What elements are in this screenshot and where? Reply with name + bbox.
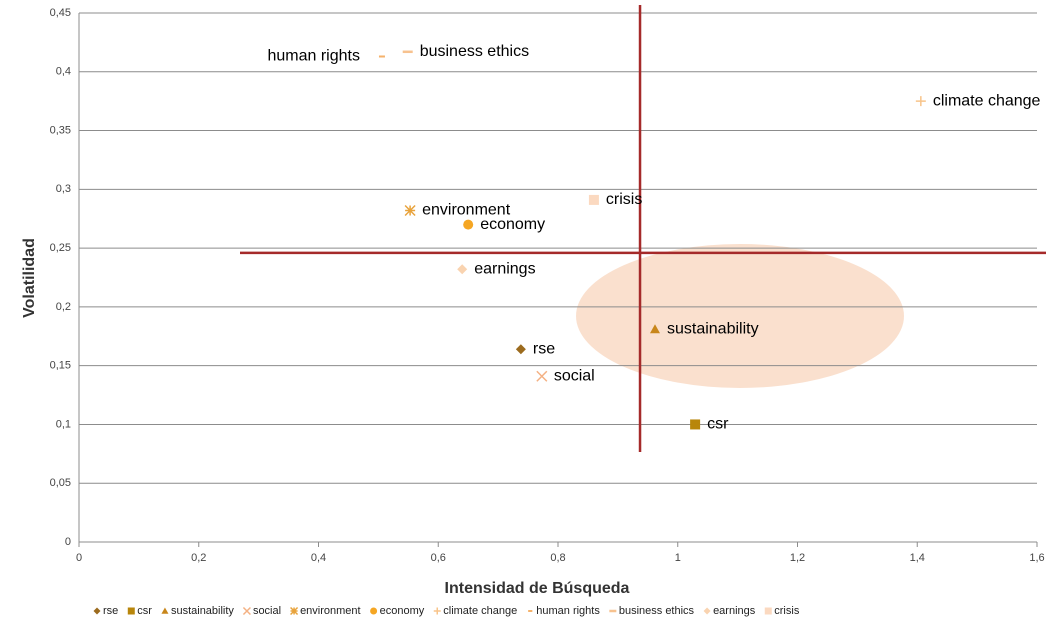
legend-label: crisis <box>774 605 800 617</box>
x-tick-label: 1,2 <box>790 552 805 564</box>
point-label: earnings <box>474 260 535 277</box>
x-tick-label: 0,6 <box>431 552 446 564</box>
y-tick-label: 0,45 <box>50 7 71 19</box>
y-tick-label: 0,2 <box>56 301 71 313</box>
marker <box>161 607 169 614</box>
marker <box>457 264 468 275</box>
legend-label: economy <box>380 605 425 617</box>
y-tick-label: 0,05 <box>50 477 71 489</box>
marker <box>242 606 251 616</box>
marker <box>404 204 416 217</box>
legend-label: csr <box>137 605 152 617</box>
legend-label: earnings <box>713 605 756 617</box>
legend-label: social <box>253 605 281 617</box>
legend-label: climate change <box>443 605 517 617</box>
point-label: human rights <box>267 48 360 65</box>
marker <box>588 194 599 205</box>
marker <box>290 606 299 616</box>
point-label: environment <box>422 202 511 219</box>
point-label: rse <box>533 340 555 357</box>
x-tick-label: 0 <box>76 552 82 564</box>
y-tick-label: 0,4 <box>56 66 71 78</box>
marker <box>370 607 378 615</box>
marker <box>515 344 526 355</box>
x-tick-label: 0,8 <box>550 552 565 564</box>
marker <box>536 370 548 382</box>
y-tick-label: 0,3 <box>56 183 71 195</box>
x-axis-title: Intensidad de Búsqueda <box>445 580 630 597</box>
marker <box>764 607 772 615</box>
point-label: crisis <box>606 191 642 208</box>
x-tick-label: 0,2 <box>191 552 206 564</box>
y-tick-label: 0 <box>65 536 71 548</box>
y-tick-label: 0,25 <box>50 242 71 254</box>
marker <box>649 324 660 334</box>
legend-label: human rights <box>536 605 600 617</box>
marker <box>690 419 701 430</box>
marker <box>93 607 101 615</box>
y-tick-label: 0,35 <box>50 124 71 136</box>
legend-label: sustainability <box>171 605 234 617</box>
point-label: sustainability <box>667 320 759 337</box>
point-label: csr <box>707 416 729 433</box>
y-tick-label: 0,15 <box>50 360 71 372</box>
y-axis-title: Volatilidad <box>21 238 38 318</box>
legend-label: environment <box>300 605 361 617</box>
point-label: business ethics <box>420 43 529 60</box>
x-tick-label: 0,4 <box>311 552 326 564</box>
y-tick-label: 0,1 <box>56 418 71 430</box>
marker <box>127 607 135 615</box>
x-tick-label: 1,6 <box>1029 552 1044 564</box>
marker <box>703 607 711 615</box>
x-tick-label: 1 <box>675 552 681 564</box>
legend-label: rse <box>103 605 118 617</box>
point-label: climate change <box>933 92 1041 109</box>
marker <box>915 96 926 107</box>
marker <box>433 607 441 615</box>
legend-label: business ethics <box>619 605 695 617</box>
highlight-ellipse <box>576 244 904 388</box>
point-label: social <box>554 367 595 384</box>
point-label: economy <box>480 216 545 233</box>
marker <box>463 219 474 230</box>
x-tick-label: 1,4 <box>910 552 925 564</box>
